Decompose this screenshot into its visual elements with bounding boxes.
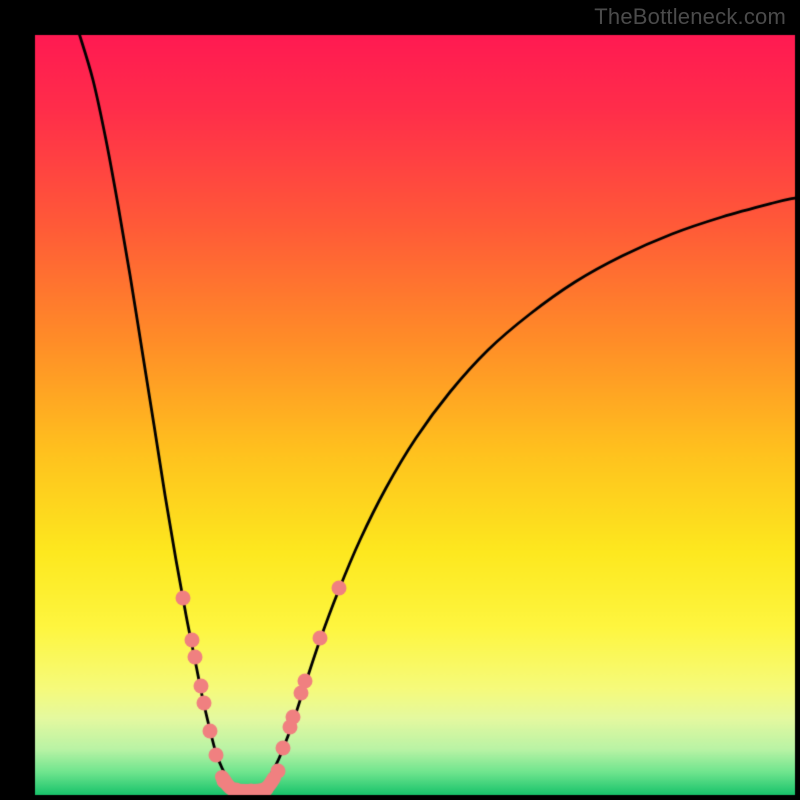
watermark-label: TheBottleneck.com — [594, 4, 786, 30]
bottleneck-curve-chart — [0, 0, 800, 800]
chart-root: TheBottleneck.com — [0, 0, 800, 800]
